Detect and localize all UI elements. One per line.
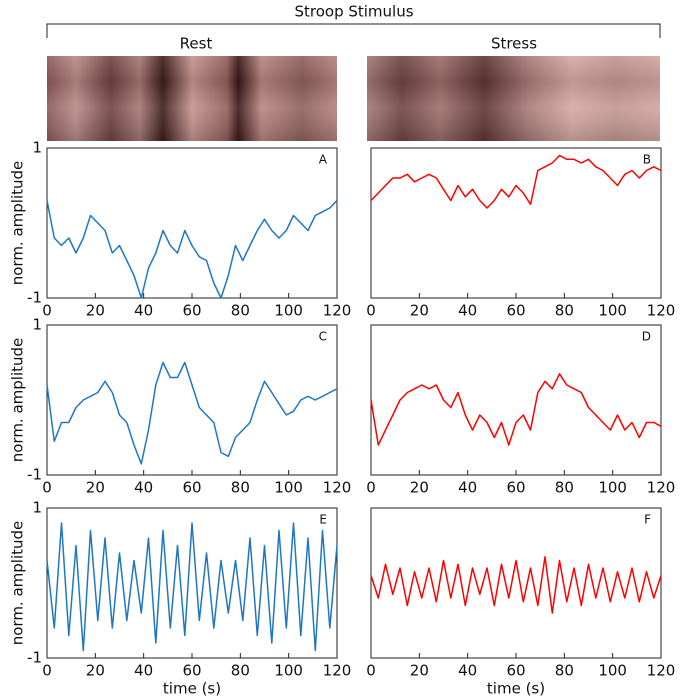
x-tick-label: 120 <box>647 662 676 680</box>
plot-frame <box>46 147 338 299</box>
x-tick-label: 60 <box>182 662 201 680</box>
panel-label: C <box>319 330 327 344</box>
video-strip-shade <box>367 56 660 141</box>
panel-label: F <box>644 513 651 527</box>
x-tick-label: 120 <box>323 662 352 680</box>
panel-label: D <box>642 330 651 344</box>
x-tick-label: 100 <box>274 479 303 497</box>
x-tick-label: 0 <box>366 662 376 680</box>
x-tick-label: 0 <box>42 662 52 680</box>
column-title: Stress <box>491 35 537 53</box>
x-tick-label: 80 <box>555 662 574 680</box>
x-tick-label: 40 <box>134 479 153 497</box>
x-tick-label: 60 <box>506 662 525 680</box>
x-tick-label: 100 <box>274 662 303 680</box>
plot-frame <box>370 147 662 299</box>
y-tick-label: 1 <box>32 499 42 517</box>
signal-line <box>370 154 662 209</box>
x-tick-label: 40 <box>458 479 477 497</box>
x-tick-label: 120 <box>323 479 352 497</box>
x-tick-label: 20 <box>86 302 105 320</box>
x-tick-label: 40 <box>134 662 153 680</box>
x-tick-label: 20 <box>86 662 105 680</box>
x-tick-label: 0 <box>42 302 52 320</box>
figure-title: Stroop Stimulus <box>294 3 413 21</box>
bracket <box>46 23 661 38</box>
x-tick-label: 100 <box>274 302 303 320</box>
video-strip-shade <box>47 56 337 141</box>
x-tick-label: 80 <box>231 479 250 497</box>
x-tick-label: 20 <box>410 662 429 680</box>
x-tick-label: 60 <box>182 302 201 320</box>
x-tick-label: 80 <box>555 479 574 497</box>
x-tick-label: 40 <box>458 302 477 320</box>
x-tick-label: 60 <box>506 479 525 497</box>
x-tick-label: 40 <box>134 302 153 320</box>
x-tick-label: 120 <box>647 479 676 497</box>
y-tick-label: 1 <box>32 139 42 157</box>
x-tick-label: 120 <box>323 302 352 320</box>
signal-line <box>370 373 662 446</box>
y-tick-label: -1 <box>27 649 42 667</box>
signal-line <box>370 556 662 614</box>
panel-label: A <box>319 153 328 167</box>
column-title: Rest <box>180 35 213 53</box>
signal-line <box>46 522 338 652</box>
x-tick-label: 80 <box>231 302 250 320</box>
y-tick-label: -1 <box>27 289 42 307</box>
signal-line <box>46 361 338 465</box>
x-tick-label: 20 <box>410 479 429 497</box>
x-tick-label: 60 <box>182 479 201 497</box>
x-tick-label: 0 <box>42 479 52 497</box>
x-axis-label: time (s) <box>163 680 221 698</box>
x-tick-label: 0 <box>366 302 376 320</box>
x-tick-label: 80 <box>231 662 250 680</box>
plot-frame <box>370 324 662 476</box>
x-axis-label: time (s) <box>487 680 545 698</box>
x-tick-label: 100 <box>598 479 627 497</box>
x-tick-label: 100 <box>598 302 627 320</box>
y-tick-label: -1 <box>27 466 42 484</box>
x-tick-label: 0 <box>366 479 376 497</box>
x-tick-label: 20 <box>410 302 429 320</box>
y-tick-label: 1 <box>32 316 42 334</box>
y-axis-label: norm. amplitude <box>9 338 27 463</box>
x-tick-label: 80 <box>555 302 574 320</box>
y-axis-label: norm. amplitude <box>9 161 27 286</box>
signal-line <box>46 199 338 299</box>
plot-frame <box>46 324 338 476</box>
x-tick-label: 20 <box>86 479 105 497</box>
x-tick-label: 100 <box>598 662 627 680</box>
plot-frame <box>370 507 662 659</box>
panel-label: B <box>643 153 651 167</box>
x-tick-label: 60 <box>506 302 525 320</box>
y-axis-label: norm. amplitude <box>9 521 27 646</box>
panel-label: E <box>319 513 327 527</box>
x-tick-label: 120 <box>647 302 676 320</box>
x-tick-label: 40 <box>458 662 477 680</box>
